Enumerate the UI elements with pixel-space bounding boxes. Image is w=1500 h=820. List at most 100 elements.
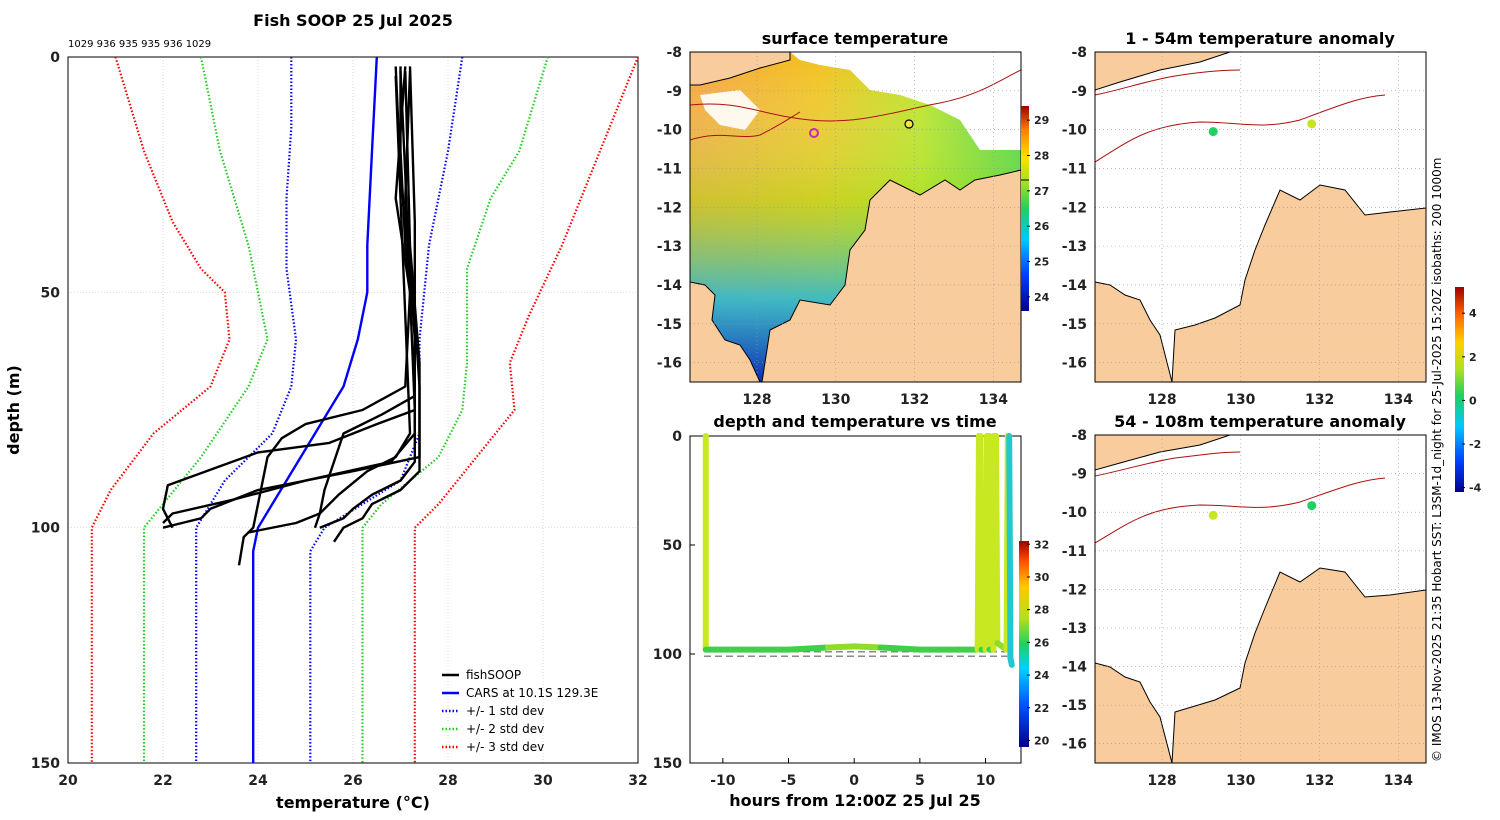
top-counts: 1029 936 935 935 936 1029	[68, 39, 211, 50]
y-tick-label: 100	[653, 647, 682, 663]
cloud-mask	[700, 90, 760, 130]
anom-colorbar	[1455, 287, 1464, 492]
y-tick-label: -16	[657, 356, 682, 372]
isobath-1000m	[1095, 477, 1386, 544]
track-segment	[977, 433, 985, 653]
profile-frame	[67, 56, 639, 764]
track-segment	[785, 644, 831, 653]
profile-legend: fishSOOP CARS at 10.1S 129.3E +/- 1 std …	[442, 668, 598, 754]
y-tick-label: -8	[666, 45, 682, 61]
y-tick-label: 100	[31, 521, 60, 537]
profile-axes: 20 22 24 26 28 30 32 0 50 100 150	[31, 50, 648, 789]
x-tick-label: 5	[915, 773, 925, 789]
series--1-std	[309, 56, 464, 763]
x-tick-label: -5	[781, 773, 797, 789]
land	[1095, 662, 1173, 763]
x-tick-label: 10	[976, 773, 996, 789]
y-tick-label: -15	[1062, 698, 1087, 714]
series--2-std	[361, 56, 549, 763]
y-tick-label: -13	[1062, 621, 1087, 637]
track-segment	[1006, 433, 1014, 662]
x-tick-label: 132	[900, 392, 929, 408]
colorbar-tick-label: 26	[1034, 636, 1050, 649]
y-tick-label: -9	[666, 84, 682, 100]
y-tick-label: -11	[1062, 161, 1087, 177]
anom-deep-title: 54 - 108m temperature anomaly	[1114, 412, 1406, 431]
anom-shallow-map	[1095, 52, 1426, 382]
y-tick-label: -16	[1062, 356, 1087, 372]
y-tick-label: 150	[31, 756, 60, 772]
land	[1095, 435, 1231, 471]
x-tick-label: 26	[343, 773, 362, 789]
anomaly-point	[1208, 510, 1218, 520]
series--1-std	[195, 57, 298, 763]
track-segment	[1007, 655, 1015, 668]
y-tick-label: 50	[41, 285, 61, 301]
x-tick-label: 128	[742, 392, 771, 408]
colorbar-tick-label: 26	[1034, 220, 1050, 233]
legend-label: fishSOOP	[466, 668, 521, 682]
figure-title: Fish SOOP 25 Jul 2025	[253, 11, 453, 30]
sst-colorbar	[1021, 106, 1029, 311]
colorbar-tick-label: 29	[1034, 114, 1049, 127]
colorbar-tick-label: 4	[1469, 307, 1477, 320]
y-tick-label: -16	[1062, 737, 1087, 753]
anom-deep-frame	[1094, 434, 1427, 764]
x-tick-label: -10	[710, 773, 736, 789]
land	[761, 169, 1021, 382]
y-tick-label: -10	[1062, 505, 1088, 521]
y-tick-label: 50	[663, 538, 683, 554]
x-tick-label: 130	[1226, 392, 1255, 408]
profile-xlabel: temperature (°C)	[276, 793, 430, 812]
legend-label: CARS at 10.1S 129.3E	[466, 686, 598, 700]
x-tick-label: 134	[1384, 773, 1413, 789]
isobath-200m	[690, 111, 801, 141]
sst-marker-current	[809, 128, 819, 138]
y-tick-label: -15	[657, 317, 682, 333]
x-tick-label: 32	[628, 773, 647, 789]
isobath-200m	[1095, 451, 1241, 477]
colorbar-tick-label: 0	[1469, 394, 1477, 407]
colorbar-tick-label: 24	[1034, 291, 1050, 304]
dt-frame	[689, 435, 1022, 764]
land	[690, 52, 791, 86]
series-cars-at-10-1s-129-3e	[252, 56, 378, 763]
y-tick-label: -14	[657, 278, 683, 294]
x-tick-label: 134	[1384, 392, 1413, 408]
y-tick-label: -13	[657, 239, 682, 255]
y-tick-label: 150	[653, 756, 682, 772]
isobath-1000m	[1095, 94, 1386, 163]
y-tick-label: -12	[657, 200, 682, 216]
land	[1171, 567, 1426, 763]
series-fishsoop	[237, 71, 412, 566]
isobath-1000m	[690, 69, 1021, 122]
y-tick-label: -13	[1062, 239, 1087, 255]
x-tick-label: 30	[533, 773, 553, 789]
anomaly-point	[1307, 501, 1317, 511]
profile-ylabel: depth (m)	[4, 365, 23, 455]
y-tick-label: -11	[657, 161, 682, 177]
track-segment	[877, 644, 923, 653]
colorbar-tick-label: 28	[1034, 604, 1049, 617]
y-tick-label: 0	[672, 429, 682, 445]
colorbar-tick-label: 28	[1034, 149, 1049, 162]
anomaly-point	[1208, 127, 1218, 137]
x-tick-label: 22	[153, 773, 172, 789]
isobath-200m	[1095, 69, 1241, 96]
series-fishsoop	[333, 71, 421, 543]
land	[1095, 52, 1231, 91]
dt-title: depth and temperature vs time	[713, 412, 996, 431]
anom-shallow-frame	[1094, 51, 1427, 383]
y-tick-label: -12	[1062, 582, 1087, 598]
y-tick-label: -9	[1071, 467, 1087, 483]
y-tick-label: -14	[1062, 660, 1088, 676]
cloud-mask	[790, 52, 1021, 150]
credit-text: © IMOS 13-Nov-2025 21:35 Hobart SST: L3S…	[1430, 158, 1444, 762]
legend-label: +/- 2 std dev	[466, 722, 544, 736]
x-tick-label: 132	[1305, 392, 1334, 408]
x-tick-label: 128	[1147, 773, 1176, 789]
y-tick-label: -15	[1062, 317, 1087, 333]
x-tick-label: 134	[979, 392, 1008, 408]
colorbar-tick-label: 32	[1034, 538, 1049, 551]
y-tick-label: -14	[1062, 278, 1088, 294]
